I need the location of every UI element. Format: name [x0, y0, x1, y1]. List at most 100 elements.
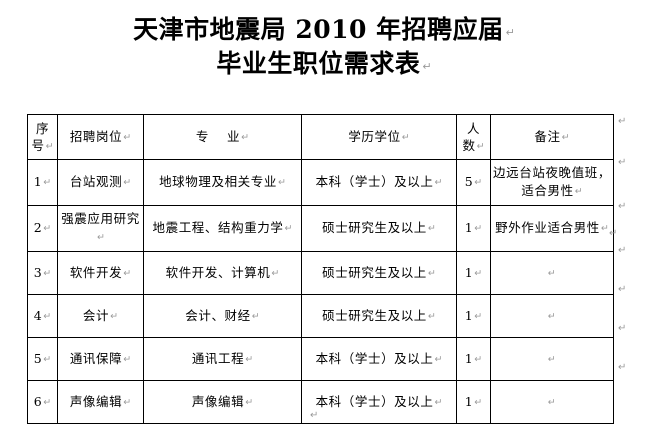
column-header-sequence: 序 号↵: [27, 114, 58, 160]
cell-sequence: 5↵: [27, 337, 58, 381]
paragraph-mark-icon: ↵: [277, 177, 286, 188]
table-row: 1↵ 台站观测↵ 地球物理及相关专业↵ 本科（学士）及以上↵ 5↵ 边远台站夜晚…: [27, 159, 614, 206]
column-header-major: 专业↵: [143, 114, 302, 160]
paragraph-mark-icon: ↵: [618, 284, 627, 295]
paragraph-mark-icon: ↵: [561, 131, 570, 143]
paragraph-mark-icon: ↵: [110, 310, 119, 322]
cell-note: ↵: [490, 380, 614, 424]
paragraph-mark-icon: ↵: [600, 223, 609, 234]
cell-sequence: 2↵: [27, 205, 58, 252]
cell-count: 1↵: [456, 205, 491, 252]
paragraph-mark-icon: ↵: [123, 267, 132, 279]
paragraph-mark-icon: ↵: [474, 223, 483, 234]
cell-note: ↵: [490, 294, 614, 338]
paragraph-mark-icon: ↵: [618, 245, 627, 256]
page-title-text-2: 毕业生职位需求表: [216, 49, 421, 78]
paragraph-mark-icon: ↵: [618, 157, 627, 168]
paragraph-mark-icon: ↵: [547, 311, 557, 322]
paragraph-mark-icon: ↵: [476, 140, 485, 152]
paragraph-mark-icon: ↵: [474, 310, 483, 322]
cell-post: 会计↵: [57, 294, 144, 338]
paragraph-mark-icon: ↵: [43, 310, 52, 322]
paragraph-mark-icon: ↵: [434, 353, 443, 365]
cell-post: 通讯保障↵: [57, 337, 144, 381]
paragraph-mark-icon: ↵: [618, 323, 627, 334]
paragraph-mark-icon: ↵: [547, 354, 557, 365]
cell-major: 地球物理及相关专业↵: [143, 159, 302, 206]
table-header-row: 序 号↵ 招聘岗位↵ 专业↵ 学历学位↵ 人 数↵ 备注↵: [27, 114, 614, 160]
paragraph-mark-icon: ↵: [97, 232, 105, 243]
cell-note: ↵: [490, 337, 614, 381]
page-title-line-2: 毕业生职位需求表 ↵: [0, 48, 648, 82]
page-title: 天津市地震局 2010 年招聘应届 ↵ 毕业生职位需求表 ↵: [0, 0, 648, 82]
paragraph-mark-icon: ↵: [505, 26, 515, 39]
paragraph-mark-icon: ↵: [427, 223, 436, 234]
column-header-post: 招聘岗位↵: [57, 114, 144, 160]
cell-education: 本科（学士）及以上↵: [301, 337, 457, 381]
cell-count: 1↵: [456, 251, 491, 295]
table-row: 4↵ 会计↵ 会计、财经↵ 硕士研究生及以上↵ 1↵ ↵: [27, 294, 614, 338]
table-row: 3↵ 软件开发↵ 软件开发、计算机↵ 硕士研究生及以上↵ 1↵ ↵: [27, 251, 614, 295]
paragraph-mark-icon: ↵: [547, 268, 557, 279]
cell-major: 会计、财经↵: [143, 294, 302, 338]
paragraph-mark-icon: ↵: [427, 267, 436, 279]
requirements-table: 序 号↵ 招聘岗位↵ 专业↵ 学历学位↵ 人 数↵ 备注↵ 1↵ 台站观测↵ 地…: [27, 114, 614, 424]
page-title-line-1: 天津市地震局 2010 年招聘应届 ↵: [0, 14, 648, 48]
paragraph-mark-icon: ↵: [123, 396, 132, 408]
paragraph-mark-icon: ↵: [474, 353, 483, 365]
paragraph-mark-icon: ↵: [618, 362, 627, 373]
paragraph-mark-icon: ↵: [574, 186, 583, 197]
paragraph-mark-icon: ↵: [547, 397, 557, 408]
paragraph-mark-icon: ↵: [284, 223, 293, 234]
paragraph-mark-icon: ↵: [45, 140, 54, 152]
column-header-note: 备注↵: [490, 114, 614, 160]
paragraph-mark-icon: ↵: [434, 177, 443, 188]
table-row: 5↵ 通讯保障↵ 通讯工程↵ 本科（学士）及以上↵ 1↵ ↵: [27, 337, 614, 381]
paragraph-mark-icon: ↵: [43, 353, 52, 365]
paragraph-mark-icon: ↵: [609, 228, 618, 239]
page-title-text-1: 天津市地震局 2010 年招聘应届: [133, 15, 504, 44]
cell-post: 软件开发↵: [57, 251, 144, 295]
paragraph-mark-icon: ↵: [474, 267, 483, 279]
cell-sequence: 1↵: [27, 159, 58, 206]
column-header-count-line2: 数↵: [462, 137, 485, 153]
paragraph-mark-icon: ↵: [245, 353, 254, 365]
column-header-sequence-line1: 序: [35, 120, 50, 136]
cell-count: 5↵: [456, 159, 491, 206]
paragraph-mark-icon: ↵: [123, 177, 132, 188]
cell-major: 声像编辑↵: [143, 380, 302, 424]
paragraph-mark-icon: ↵: [123, 131, 132, 143]
paragraph-mark-icon: ↵: [251, 310, 260, 322]
cell-major: 通讯工程↵: [143, 337, 302, 381]
cell-education: 硕士研究生及以上↵: [301, 294, 457, 338]
paragraph-mark-icon: ↵: [618, 201, 627, 212]
paragraph-mark-icon: ↵: [123, 353, 132, 365]
column-header-sequence-line2: 号↵: [31, 137, 54, 153]
paragraph-mark-icon: ↵: [43, 267, 52, 279]
paragraph-mark-icon: ↵: [434, 396, 443, 408]
cell-education: 本科（学士）及以上↵: [301, 380, 457, 424]
row-paragraph-marks: ↵ ↵ ↵ ↵ ↵ ↵ ↵: [615, 114, 643, 400]
cell-post: 台站观测↵: [57, 159, 144, 206]
cell-count: 1↵: [456, 337, 491, 381]
column-header-education: 学历学位↵: [301, 114, 457, 160]
cell-major: 地震工程、结构重力学↵: [143, 205, 302, 252]
cell-post: 强震应用研究↵: [57, 205, 144, 252]
cell-sequence: 4↵: [27, 294, 58, 338]
cell-sequence: 6↵: [27, 380, 58, 424]
cell-note: ↵: [490, 251, 614, 295]
cell-count: 1↵: [456, 294, 491, 338]
table-row: 2↵ 强震应用研究↵ 地震工程、结构重力学↵ 硕士研究生及以上↵ 1↵ 野外作业…: [27, 205, 614, 252]
paragraph-mark-icon: ↵: [245, 396, 254, 408]
paragraph-mark-icon: ↵: [401, 131, 410, 143]
column-header-count-line1: 人: [466, 120, 481, 136]
cell-education: 硕士研究生及以上↵: [301, 251, 457, 295]
column-header-count: 人 数↵: [456, 114, 491, 160]
paragraph-mark-icon: ↵: [43, 223, 52, 234]
paragraph-mark-icon: ↵: [43, 396, 52, 408]
paragraph-mark-icon: ↵: [241, 131, 250, 143]
cell-major: 软件开发、计算机↵: [143, 251, 302, 295]
paragraph-mark-icon: ↵: [43, 177, 52, 188]
paragraph-mark-icon: ↵: [474, 177, 483, 188]
